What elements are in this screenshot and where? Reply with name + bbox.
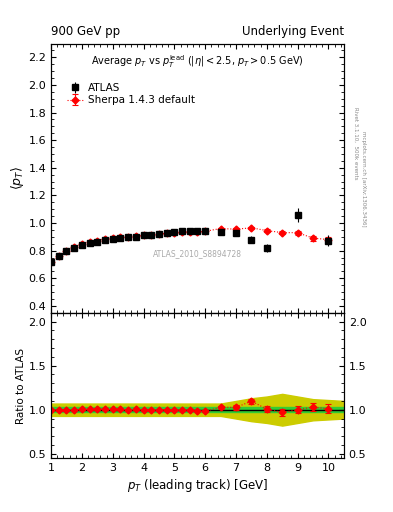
- Text: mcplots.cern.ch [arXiv:1306.3436]: mcplots.cern.ch [arXiv:1306.3436]: [361, 132, 366, 227]
- Text: ATLAS_2010_S8894728: ATLAS_2010_S8894728: [153, 249, 242, 258]
- Y-axis label: Ratio to ATLAS: Ratio to ATLAS: [16, 348, 26, 423]
- Legend: ATLAS, Sherpa 1.4.3 default: ATLAS, Sherpa 1.4.3 default: [65, 81, 197, 108]
- X-axis label: $p_T$ (leading track) [GeV]: $p_T$ (leading track) [GeV]: [127, 477, 268, 494]
- Y-axis label: $\langle p_T \rangle$: $\langle p_T \rangle$: [9, 166, 26, 190]
- Text: 900 GeV pp: 900 GeV pp: [51, 26, 120, 38]
- Text: Rivet 3.1.10,  500k events: Rivet 3.1.10, 500k events: [353, 107, 358, 180]
- Text: Average $p_T$ vs $p_T^{\mathrm{lead}}$ ($|\eta| < 2.5$, $p_T > 0.5$ GeV): Average $p_T$ vs $p_T^{\mathrm{lead}}$ (…: [91, 53, 304, 70]
- Text: Underlying Event: Underlying Event: [242, 26, 344, 38]
